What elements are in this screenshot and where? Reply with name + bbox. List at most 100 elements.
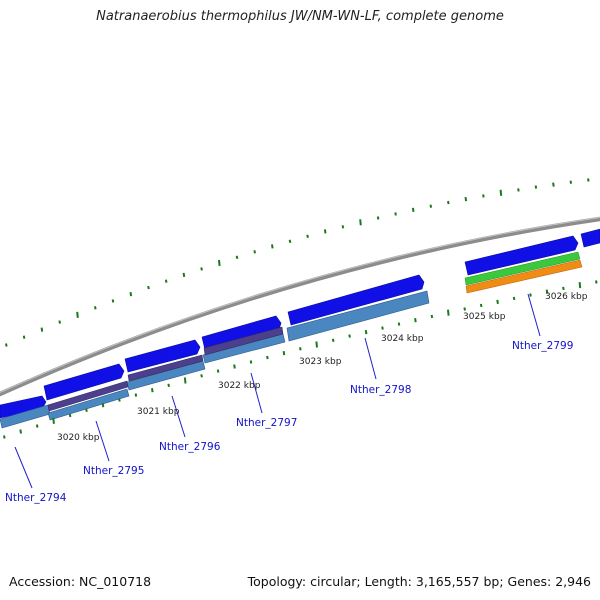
gc-tick — [534, 185, 538, 189]
trna-orange-bar[interactable] — [465, 259, 583, 294]
gc-tick — [183, 377, 187, 384]
gene-label-nther-2795[interactable]: Nther_2795 — [83, 465, 144, 477]
gc-tick — [323, 229, 327, 234]
misc-bar[interactable] — [127, 354, 204, 382]
gc-tick — [266, 355, 269, 360]
forward-cds-track — [0, 228, 600, 419]
gc-tick — [414, 318, 417, 323]
gc-tick — [578, 282, 582, 289]
scale-label: 3021 kbp — [137, 407, 180, 417]
accession-text: Accession: NC_010718 — [9, 574, 152, 589]
gc-tick — [364, 329, 368, 335]
gene-label-nther-2794[interactable]: Nther_2794 — [5, 492, 67, 504]
genome-summary-text: Topology: circular; Length: 3,165,557 bp… — [247, 574, 591, 589]
gc-tick — [447, 309, 450, 316]
gc-tick — [496, 299, 499, 305]
gc-tick — [552, 182, 555, 187]
gc-tick — [58, 320, 61, 324]
gene-bar[interactable] — [286, 290, 430, 342]
gc-tick — [200, 374, 203, 378]
gc-tick — [587, 178, 590, 182]
gc-tick — [19, 429, 22, 434]
gc-tick — [288, 239, 292, 243]
gc-tick — [545, 289, 549, 294]
gc-tick — [397, 322, 401, 326]
gene-label-nther-2797[interactable]: Nther_2797 — [236, 417, 297, 429]
cds-arrow[interactable] — [0, 395, 47, 419]
gc-tick — [569, 180, 573, 184]
scale-label: 3020 kbp — [57, 433, 100, 443]
gc-tick-row-upper — [5, 178, 590, 347]
gc-tick — [118, 398, 121, 402]
scale-label: 3024 kbp — [381, 334, 424, 344]
gc-tick — [52, 417, 55, 424]
gc-tick-row-lower — [3, 280, 598, 439]
gc-tick — [348, 334, 351, 338]
gc-tick — [512, 296, 516, 301]
gc-tick — [464, 196, 468, 202]
gc-tick — [134, 393, 138, 397]
gc-tick — [76, 311, 79, 318]
gc-tick — [235, 255, 239, 259]
gc-tick — [517, 188, 520, 192]
gene-bar[interactable] — [47, 388, 130, 421]
gc-tick — [429, 204, 433, 208]
gc-tick — [249, 360, 253, 364]
gc-tick — [129, 291, 133, 297]
gc-tick — [68, 413, 72, 418]
gc-tick — [499, 189, 503, 196]
gc-tick — [479, 303, 483, 308]
gc-tick — [164, 279, 168, 283]
misc-bar[interactable] — [47, 380, 129, 412]
scale-label: 3026 kbp — [545, 292, 588, 302]
gc-tick — [529, 293, 532, 297]
gc-tick — [200, 267, 203, 271]
gc-tick — [147, 285, 150, 290]
gc-tick — [306, 234, 309, 238]
gene-label-nther-2799[interactable]: Nther_2799 — [512, 340, 573, 352]
gc-tick — [463, 307, 466, 311]
gene-track — [0, 290, 430, 429]
trna-green-bar[interactable] — [464, 251, 581, 286]
gc-tick — [315, 341, 318, 348]
gc-tick — [282, 350, 286, 356]
gene-labels: Nther_2794 Nther_2795 Nther_2796 Nther_2… — [5, 340, 573, 504]
gc-tick — [376, 216, 380, 220]
gc-tick — [482, 194, 485, 198]
gc-tick — [233, 364, 236, 369]
map-title: Natranaerobius thermophilus JW/NM-WN-LF,… — [96, 9, 504, 24]
gc-tick — [595, 280, 598, 284]
gc-tick — [299, 347, 302, 351]
gc-tick — [101, 403, 105, 408]
gc-tick — [3, 435, 6, 439]
cds-arrow[interactable] — [464, 235, 579, 276]
cds-arrow[interactable] — [287, 274, 425, 326]
gc-tick — [253, 250, 256, 254]
gc-tick — [394, 212, 397, 216]
gc-tick — [331, 338, 335, 342]
genome-backbone-highlight — [0, 217, 600, 393]
cds-arrow[interactable] — [124, 339, 201, 373]
gc-tick — [411, 207, 415, 213]
gc-tick — [218, 259, 221, 267]
gc-tick — [271, 244, 274, 249]
gene-label-nther-2796[interactable]: Nther_2796 — [159, 441, 221, 453]
gc-tick — [40, 327, 44, 332]
gene-label-lines — [14, 293, 541, 489]
gc-tick — [341, 225, 345, 229]
gc-tick — [430, 314, 434, 319]
gene-label-nther-2798[interactable]: Nther_2798 — [350, 384, 411, 396]
gc-tick — [35, 424, 39, 428]
gc-tick — [85, 408, 88, 412]
cds-arrow[interactable] — [43, 363, 125, 401]
cds-arrow[interactable] — [580, 228, 600, 248]
gc-tick — [216, 369, 220, 373]
scale-labels: 3020 kbp 3021 kbp 3022 kbp 3023 kbp 3024… — [57, 292, 588, 443]
scale-label: 3022 kbp — [218, 381, 261, 391]
gc-tick — [22, 335, 26, 339]
gc-tick — [94, 306, 97, 310]
gc-tick — [111, 299, 115, 303]
gc-tick — [182, 272, 186, 278]
misc-bar[interactable] — [203, 326, 284, 356]
